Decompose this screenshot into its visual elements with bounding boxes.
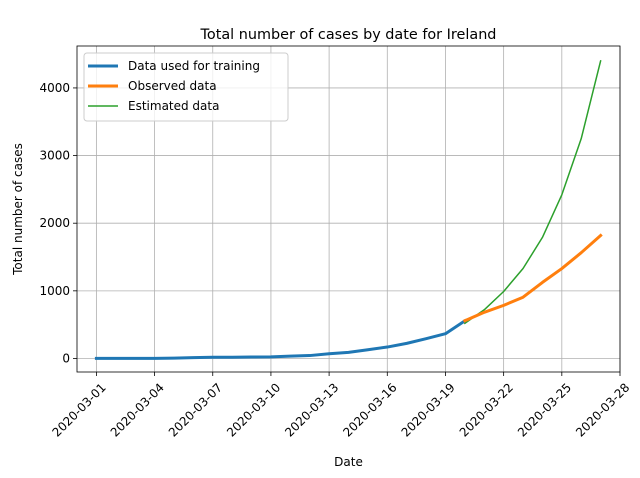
chart-title: Total number of cases by date for Irelan… [200, 27, 497, 43]
x-tick-label: 2020-03-04 [108, 380, 167, 439]
x-tick-label: 2020-03-07 [166, 380, 225, 439]
series-line-2 [463, 59, 602, 325]
y-tick-label: 1000 [39, 284, 70, 298]
series-lines [94, 59, 603, 360]
x-tick-label: 2020-03-28 [573, 380, 632, 439]
x-tick-label: 2020-03-19 [399, 380, 458, 439]
y-axis: 0 1000 2000 3000 4000 [39, 81, 77, 365]
y-tick-label: 4000 [39, 81, 70, 95]
y-axis-label: Total number of cases [11, 143, 25, 276]
legend-entry: Estimated data [128, 99, 219, 113]
plot-frame [76, 45, 621, 373]
x-tick-label: 2020-03-25 [515, 380, 574, 439]
x-tick-label: 2020-03-16 [340, 380, 399, 439]
y-tick-label: 0 [62, 351, 70, 365]
x-tick-label: 2020-03-13 [282, 380, 341, 439]
x-tick-label: 2020-03-10 [224, 380, 283, 439]
legend-box [83, 52, 289, 122]
x-tick-label: 2020-03-22 [457, 380, 516, 439]
y-tick-label: 3000 [39, 149, 70, 163]
series-line-0 [94, 318, 467, 360]
legend: Data used for training Observed data Estim… [83, 52, 289, 122]
y-tick-label: 2000 [39, 216, 70, 230]
legend-entry: Observed data [128, 79, 217, 93]
x-axis: 2020-03-012020-03-042020-03-072020-03-10… [50, 372, 632, 440]
x-axis-label: Date [334, 455, 363, 469]
x-tick-label: 2020-03-01 [50, 380, 109, 439]
series-line-1 [462, 233, 603, 323]
legend-entry: Data used for training [128, 59, 260, 73]
